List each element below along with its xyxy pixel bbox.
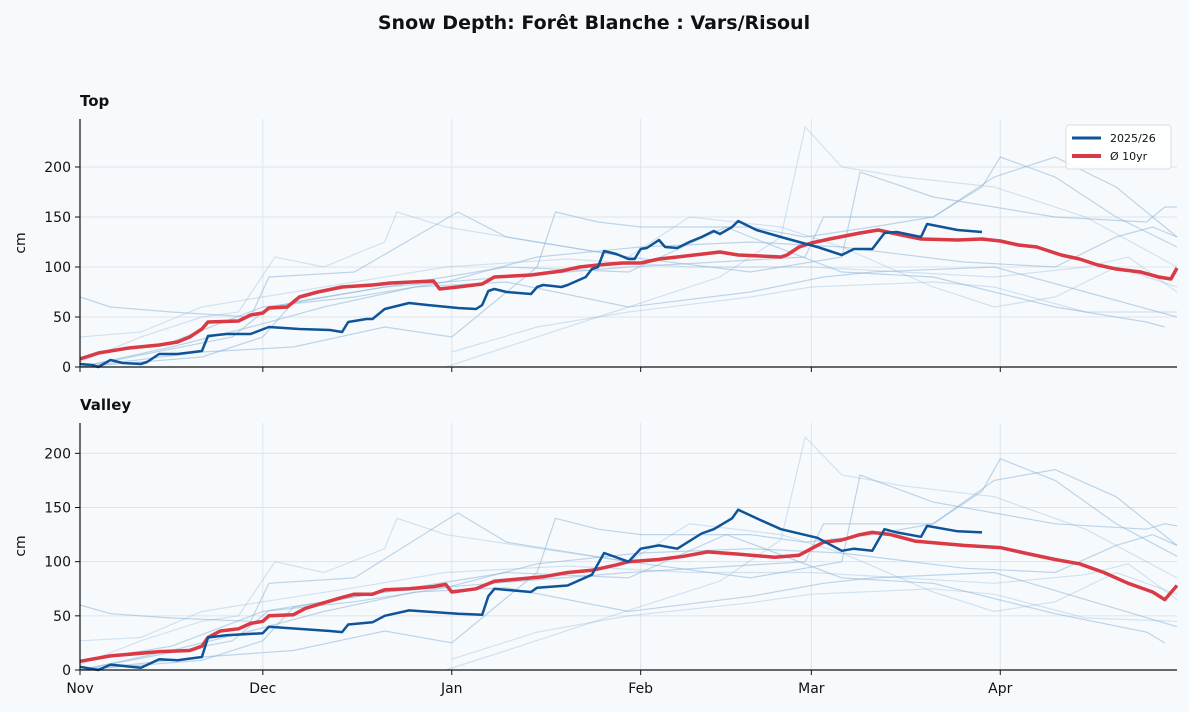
x-tick-label-nov: Nov (66, 681, 93, 697)
legend-label-average: Ø 10yr (1110, 150, 1148, 163)
x-tick-label-mar: Mar (798, 681, 825, 697)
figure-title: Snow Depth: Forêt Blanche : Vars/Risoul (378, 12, 810, 34)
y-tick-label: 50 (53, 310, 71, 326)
history-season-line (451, 588, 1178, 660)
average-10yr-line (79, 228, 1179, 361)
history-season-line (445, 435, 1178, 671)
current-season-line (79, 219, 983, 369)
history-season-line (79, 563, 1178, 642)
y-tick-label: 0 (62, 663, 71, 679)
history-season-line (445, 125, 1178, 368)
current-season-line (79, 508, 983, 672)
y-axis-label-top: cm (13, 232, 29, 253)
x-tick-label-feb: Feb (628, 681, 653, 697)
legend-label-current: 2025/26 (1110, 132, 1156, 145)
average-10yr-line (79, 530, 1179, 664)
y-tick-label: 100 (44, 555, 71, 571)
history-season-line (79, 266, 1178, 368)
history-season-line (79, 211, 1178, 363)
top-panel: Top cm 0 50 100 150 200 (13, 92, 1179, 376)
history-season-line (79, 571, 1178, 671)
y-tick-label: 200 (44, 446, 71, 462)
history-season-line (79, 517, 1178, 666)
history-season-line (79, 226, 1165, 368)
x-tick-label-jan: Jan (440, 681, 463, 697)
y-tick-label: 150 (44, 501, 71, 517)
y-tick-label: 100 (44, 260, 71, 276)
panel-title-valley: Valley (80, 396, 131, 414)
panel-title-top: Top (80, 92, 110, 110)
x-tick-label-dec: Dec (249, 681, 276, 697)
y-axis-label-valley: cm (13, 535, 29, 556)
history-season-line (79, 171, 1177, 318)
y-tick-label: 150 (44, 210, 71, 226)
history-season-line (79, 533, 1178, 662)
y-tick-label: 0 (62, 360, 71, 376)
y-tick-label: 50 (53, 609, 71, 625)
x-tick-label-apr: Apr (988, 681, 1012, 697)
history-season-line (79, 468, 1178, 671)
legend: 2025/26 Ø 10yr (1065, 124, 1172, 170)
y-tick-label: 200 (44, 160, 71, 176)
history-season-line (451, 281, 1177, 353)
history-season-line (79, 156, 1178, 368)
valley-panel: Valley cm 0 50 100 150 200 Nov Dec Jan Feb Mar Apr (13, 396, 1179, 697)
history-season-line (79, 458, 1178, 671)
history-season-line (79, 226, 1178, 358)
